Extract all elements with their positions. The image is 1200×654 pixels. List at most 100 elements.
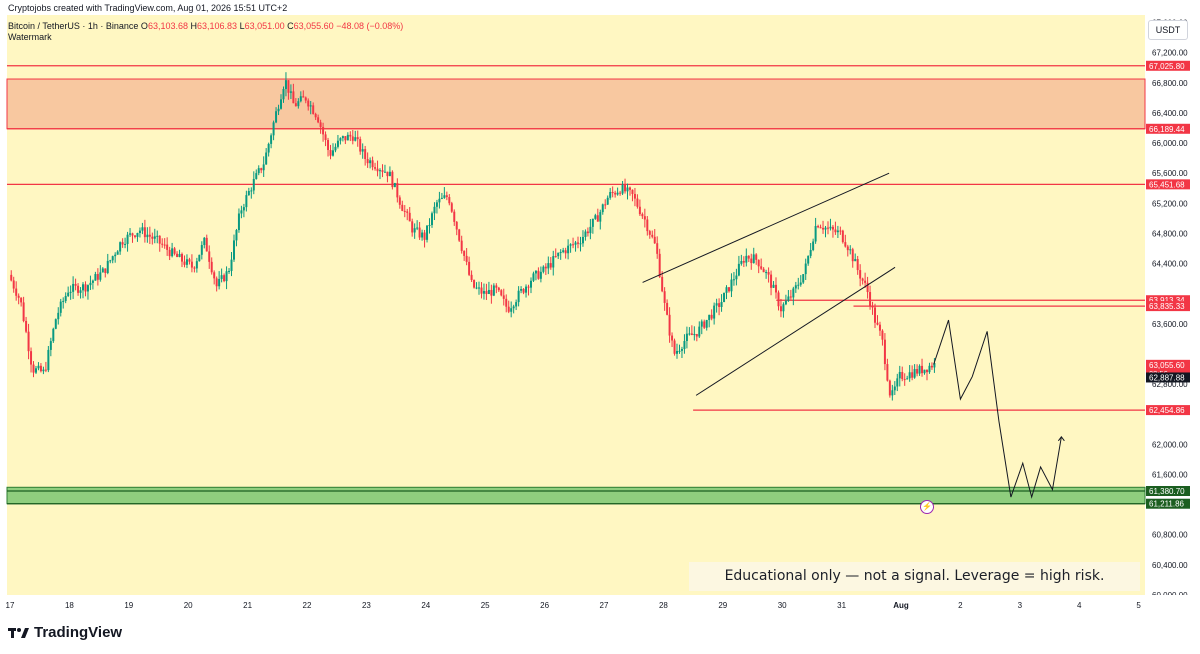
candle-body [334,146,337,151]
candle-down [831,224,834,238]
candle-down [636,194,639,209]
candle-body [732,279,735,281]
candle-down [839,226,842,235]
candle-up [487,281,490,295]
candle-up [797,277,800,290]
candle-up [203,236,206,249]
candle-down [666,299,669,316]
candle-up [297,98,300,109]
candle-body [485,291,488,295]
candle-down [500,289,503,297]
candle-down [453,209,456,226]
candle-body [685,333,688,342]
symbol-name[interactable]: Bitcoin / TetherUS · 1h · Binance [8,21,139,31]
candle-body [745,255,748,263]
candle-down [448,194,451,206]
candle-body [468,261,471,275]
candle-down [151,232,154,245]
candle-up [812,238,815,252]
candle-body [658,253,661,277]
candle-body [39,365,42,372]
candle-up [426,225,429,243]
lightning-icon[interactable]: ⚡ [920,500,934,514]
candle-body [376,168,379,172]
candle-body [232,240,235,260]
candle-body [218,278,221,287]
candle-body [727,287,730,292]
candle-body [594,215,597,219]
candle-down [727,287,730,293]
candle-down [653,229,656,244]
candle-up [289,84,292,100]
channel-lower-line [695,266,896,396]
candle-up [129,228,132,237]
tradingview-brand[interactable]: TradingView [8,624,122,641]
candle-body [742,261,745,263]
price-tick-label: 60,400.00 [1152,561,1188,570]
candle-body [913,369,916,378]
price-tick-label: 60,800.00 [1152,531,1188,540]
candle-up [69,285,72,300]
candle-body [874,307,877,323]
candle-body [304,97,307,101]
candle-up [715,298,718,313]
candle-up [138,227,141,238]
candle-body [876,322,879,325]
candle-body [784,300,787,305]
time-tick-label: 23 [362,601,371,610]
candle-up [559,249,562,260]
candle-up [220,268,223,283]
candle-body [418,227,421,238]
time-tick-label: 22 [303,601,312,610]
candle-up [106,253,109,275]
candle-down [544,263,547,276]
candle-body [586,231,589,234]
candle-down [673,338,676,356]
candle-down [844,234,847,248]
candle-down [661,271,664,293]
candle-up [807,255,810,266]
candle-down [168,246,171,261]
candle-body [896,378,899,387]
candle-body [928,365,931,373]
candle-body [185,259,188,265]
candle-body [829,226,832,229]
candle-up [47,346,50,373]
candle-down [564,247,567,259]
time-axis[interactable]: 17 18 19 20 21 22 23 24 25 26 27 28 29 30 31 Aug 2 3 4 5 [0,595,1200,615]
candle-up [616,187,619,196]
candle-down [881,329,884,346]
candle-up [250,187,253,199]
price-tick-label: 66,800.00 [1152,79,1188,88]
candle-up [896,373,899,392]
candle-up [740,254,743,266]
candle-body [57,312,60,320]
candle-down [911,365,914,381]
candle-down [651,230,654,239]
candle-body [554,256,557,258]
candle-down [861,277,864,285]
price-tick-label: 65,600.00 [1152,169,1188,178]
candle-up [809,242,812,259]
candle-up [245,190,248,212]
candle-down [10,270,13,282]
candle-body [289,91,292,93]
candle-up [116,250,119,255]
candle-up [119,241,122,255]
candle-up [601,203,604,215]
candle-down [718,298,721,316]
candle-up [79,287,82,299]
candle-down [864,272,867,288]
candle-down [819,224,822,229]
tradingview-logo-icon [8,627,29,638]
candle-body [99,272,102,280]
candle-down [20,297,23,307]
candle-down [356,130,359,147]
currency-unit-button[interactable]: USDT [1148,20,1188,40]
candle-body [354,137,357,141]
candle-body [839,230,842,232]
candle-body [168,249,171,257]
channel-layer [642,172,896,396]
candle-down [208,245,211,269]
